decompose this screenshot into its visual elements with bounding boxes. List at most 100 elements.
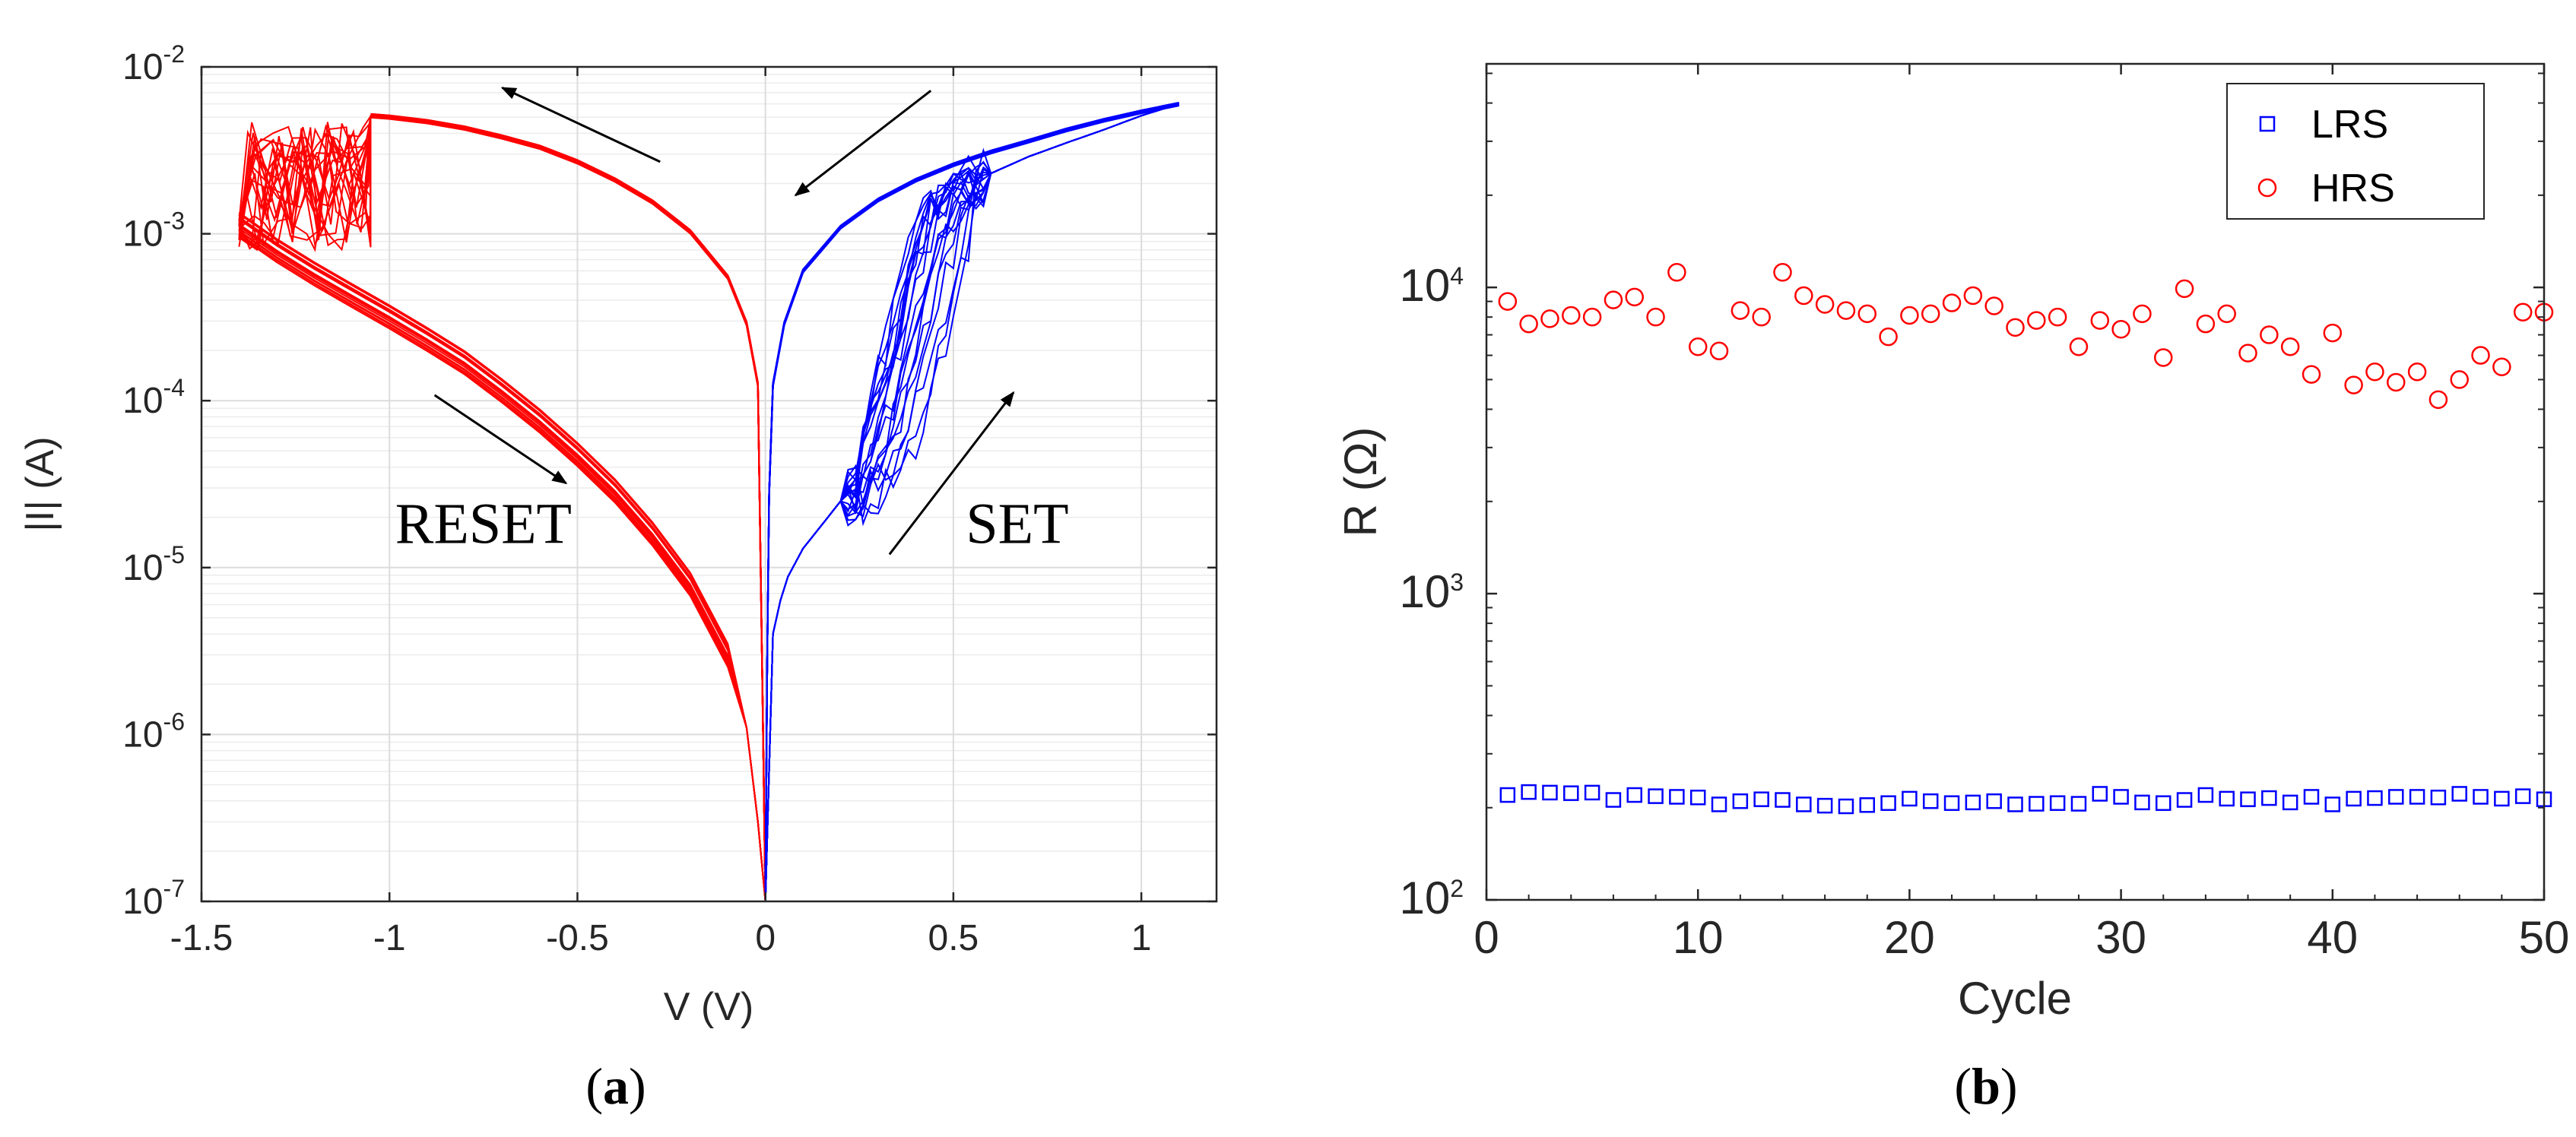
hrs-point xyxy=(1815,295,1835,314)
hrs-point xyxy=(2323,323,2343,343)
hrs-point xyxy=(1667,263,1686,282)
direction-arrow xyxy=(500,87,661,163)
panel-a-caption-close: ) xyxy=(629,1057,646,1115)
y-tick-label-exponent: 4 xyxy=(1450,262,1464,290)
hrs-point xyxy=(1773,263,1792,282)
panel-b-axes-box xyxy=(1485,62,2546,901)
panel-a-annotations: RESET SET xyxy=(395,492,1069,556)
x-tick-label: 50 xyxy=(2519,912,2570,963)
set-high-branch xyxy=(764,104,1179,901)
lrs-point xyxy=(2261,790,2277,806)
lrs-point xyxy=(1965,794,1981,811)
hrs-point xyxy=(1604,290,1623,309)
lrs-point xyxy=(1626,787,1642,803)
y-tick-label-base: 10 xyxy=(1399,566,1450,617)
lrs-point xyxy=(1859,797,1876,813)
hrs-point xyxy=(2090,311,2110,330)
y-tick-label-exponent: 2 xyxy=(1450,875,1464,902)
hrs-point xyxy=(2006,318,2025,337)
hrs-point xyxy=(2450,370,2469,389)
panel-a-chart: -1.5 -1 -0.5 0 0.5 110-210-310-410-510-610-7 … xyxy=(18,40,1218,1115)
hrs-point xyxy=(2069,337,2089,356)
hrs-point xyxy=(1857,304,1877,324)
x-tick-label: 10 xyxy=(1673,912,1724,963)
hrs-point xyxy=(1963,286,1983,306)
panel-b-caption: (b) xyxy=(1954,1057,2017,1115)
hrs-point xyxy=(2175,279,2194,299)
y-tick-label: 10-4 xyxy=(122,374,185,421)
panel-a-axes-box xyxy=(200,65,1218,903)
y-tick-label: 10-2 xyxy=(122,40,185,87)
hrs-point xyxy=(2407,362,2427,382)
x-tick-label: 0 xyxy=(755,918,776,958)
y-tick-label-base: 10 xyxy=(122,882,163,922)
panel-a-ticks: -1.5 -1 -0.5 0 0.5 110-210-310-410-510-610-7 xyxy=(122,40,1217,958)
x-tick-label: -1 xyxy=(373,918,406,958)
reset-switching-trace xyxy=(238,120,372,244)
panel-b-y-axis-label: R (Ω) xyxy=(1335,427,1386,537)
lrs-point xyxy=(1753,791,1769,807)
hrs-point xyxy=(2111,319,2130,339)
lrs-point xyxy=(1605,792,1622,808)
lrs-point xyxy=(1902,790,1918,807)
y-tick-label: 10-5 xyxy=(122,541,185,588)
y-tick-label: 102 xyxy=(1399,873,1464,923)
panel-a-arrows xyxy=(433,87,1015,556)
y-tick-label-base: 10 xyxy=(1399,873,1450,923)
lrs-point xyxy=(1796,797,1812,812)
hrs-point xyxy=(1942,293,1962,312)
annotation-reset: RESET xyxy=(395,492,572,556)
hrs-point xyxy=(2428,390,2448,410)
panel-b-caption-close: ) xyxy=(2000,1057,2018,1115)
panel-a-y-axis-label: |I| (A) xyxy=(18,436,62,531)
lrs-point xyxy=(2324,797,2341,812)
y-tick-label: 10-3 xyxy=(122,207,185,255)
hrs-point xyxy=(2217,304,2236,324)
y-tick-label-exponent: -4 xyxy=(163,374,185,401)
hrs-point xyxy=(2238,344,2257,363)
panel-a-caption-letter: a xyxy=(603,1057,629,1115)
hrs-point xyxy=(1498,292,1518,311)
hrs-point xyxy=(2153,348,2173,367)
hrs-point xyxy=(1752,307,1771,327)
lrs-point xyxy=(2092,786,2108,802)
y-tick-label-exponent: -2 xyxy=(163,40,185,68)
reset-low-branch xyxy=(238,230,766,901)
lrs-point xyxy=(1732,793,1749,809)
y-tick-label-exponent: -7 xyxy=(163,875,185,902)
panel-b-caption-open: ( xyxy=(1954,1057,1972,1115)
reset-switching-trace xyxy=(238,118,372,239)
lrs-point xyxy=(1521,784,1537,800)
hrs-point xyxy=(2260,325,2279,344)
lrs-point xyxy=(2303,789,2320,805)
panel-a-caption: (a) xyxy=(585,1057,646,1115)
panel-b-x-axis-label: Cycle xyxy=(1958,973,2072,1024)
y-tick-label-base: 10 xyxy=(1399,260,1450,311)
y-tick-label: 10-7 xyxy=(122,875,185,922)
y-tick-label-base: 10 xyxy=(122,714,163,755)
lrs-point xyxy=(2346,790,2362,807)
lrs-point xyxy=(1648,788,1664,804)
lrs-point xyxy=(2473,789,2489,805)
hrs-point xyxy=(2280,337,2300,356)
reset-switching-trace xyxy=(238,121,372,252)
x-tick-label: 40 xyxy=(2307,912,2358,963)
y-tick-label-base: 10 xyxy=(122,548,163,588)
y-tick-label-base: 10 xyxy=(122,381,163,421)
lrs-point xyxy=(2113,789,2129,805)
x-tick-label: 1 xyxy=(1131,918,1152,958)
panel-b-points xyxy=(1498,263,2554,815)
lrs-point xyxy=(1943,795,1960,811)
hrs-point xyxy=(1900,306,1919,325)
lrs-point xyxy=(1816,797,1833,814)
direction-arrow xyxy=(888,391,1015,556)
lrs-point xyxy=(1689,789,1706,806)
hrs-point xyxy=(1582,307,1602,327)
direction-arrow xyxy=(433,394,568,485)
y-tick-label: 103 xyxy=(1399,566,1464,617)
hrs-point xyxy=(1879,327,1898,347)
hrs-point xyxy=(2133,304,2152,324)
hrs-point xyxy=(1731,301,1750,320)
lrs-point xyxy=(2367,790,2383,806)
